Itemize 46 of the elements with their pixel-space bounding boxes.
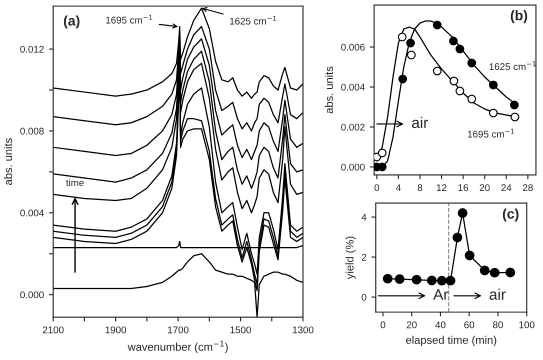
y-tick-label: 0 [362,294,366,301]
x-tick-label: 1500 [230,326,251,334]
y-tick-label: 0.000 [341,164,365,171]
y-tick-label: 4 [362,214,366,221]
annotation: air [490,288,506,300]
x-tick-label: 0 [374,184,380,192]
x-tick-label: 2100 [42,326,64,334]
y-tick-label: 0.006 [341,44,365,51]
annotation: 1625 cm$^{−1}$ [230,16,276,25]
y-axis-title: abs. units [324,66,334,114]
x-tick-label: 24 [501,184,512,192]
x-tick-label: 16 [458,184,468,192]
x-axis-title: wavenumber (cm$^{−1}$) [128,340,228,354]
series-label: 1625 cm$^{−1}$ [490,61,536,70]
y-tick-label: 0.008 [20,128,44,135]
annotation: (a) [64,15,80,28]
x-tick-label: 0 [380,321,386,328]
x-tick-label: 40 [435,321,446,328]
x-tick-label: 60 [464,321,474,328]
y-tick-label: 0.002 [341,124,365,131]
y-axis-title: abs. units [4,138,12,185]
x-tick-label: 1700 [168,326,189,334]
x-tick-label: 28 [522,184,533,192]
annotation: (c) [502,208,518,222]
annotation: 1695 cm$^{−1}$ [106,14,152,24]
x-tick-label: 8 [418,184,422,192]
x-tick-label: 20 [480,184,490,192]
x-tick-label: 1900 [106,326,126,334]
series-label: 1695 cm$^{−1}$ [468,128,514,138]
annotation: time [66,179,84,186]
x-tick-label: 4 [396,184,401,192]
y-tick-label: 2 [362,254,366,261]
x-tick-label: 20 [406,321,417,328]
x-tick-label: 80 [492,321,503,328]
y-tick-label: 0.004 [20,210,44,216]
y-axis-title: yield (%) [345,236,356,280]
y-tick-label: 0.004 [341,84,365,91]
annotation: (b) [510,10,528,24]
y-tick-label: 0.012 [20,46,44,53]
annotation: Ar [433,289,448,300]
x-axis-title: elapsed time (min) [406,336,496,346]
annotation: air [412,116,428,128]
x-tick-label: 1300 [292,326,314,334]
x-tick-label: 100 [519,321,534,328]
y-tick-label: 0.000 [20,291,44,298]
x-tick-label: 12 [436,184,446,192]
